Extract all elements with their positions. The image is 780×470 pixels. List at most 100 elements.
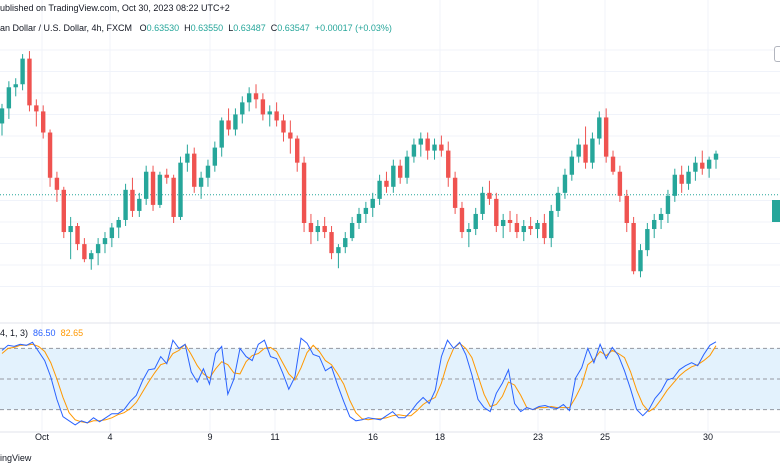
candle-body [439,144,444,151]
candle-body [68,226,73,233]
candle-body [583,144,588,163]
candle-body [116,219,121,228]
candle-body [377,180,382,199]
change-value: +0.00017 (+0.03%) [314,23,392,33]
candle-body [706,159,712,169]
candle-body [514,222,520,233]
candle-body [246,93,252,103]
candle-body [487,192,492,199]
high-value: 0.63550 [190,23,224,33]
candle-body [658,213,664,220]
candle-body [384,180,389,187]
stoch-k-value: 86.50 [33,328,56,338]
candle-body [61,189,66,233]
candle-body [157,174,163,205]
candle-body [713,153,719,160]
candle-body [693,162,698,172]
candle-body [370,198,375,208]
candle-body [47,132,53,178]
candle-body [391,165,396,187]
candle-body [6,87,12,109]
candle-body [281,120,286,133]
stoch-legend: 4, 1, 3) 86.50 82.65 [0,328,83,338]
candle-body [645,229,650,251]
candle-body [253,93,259,100]
candle-body [171,177,176,217]
candle-body [89,253,94,260]
candle-body [130,189,135,211]
candle-body [143,171,149,199]
candle-body [260,99,266,115]
candle-body [329,232,334,254]
candle-body [34,105,39,112]
x-tick-label: 4 [107,432,112,442]
candle-body [397,165,403,178]
candle-body [700,162,705,169]
candle-body [288,132,293,139]
candle-body [672,174,678,196]
candle-body [466,229,472,233]
x-tick-label: 11 [270,432,279,442]
last-price-tag [772,200,780,222]
candle-body [27,58,32,106]
candle-body [274,111,279,121]
candle-body [603,117,609,157]
candle-body [610,156,616,172]
candle-body [54,177,60,190]
candle-body [308,222,314,233]
candle-body [267,111,272,115]
candle-body [549,210,554,239]
candle-body [233,114,238,130]
candle-body [535,222,540,230]
x-tick-label: 25 [600,432,610,442]
candle-body [555,192,561,211]
candle-body [480,192,485,214]
candle-body [452,177,458,208]
candle-body [123,189,128,220]
candle-body [404,156,410,178]
candle-body [205,165,211,178]
candle-body [13,84,18,88]
candle-body [652,219,657,230]
candle-body [363,207,369,214]
candle-body [0,108,5,124]
candle-body [446,150,451,178]
x-tick-label: 30 [703,432,713,442]
candle-body [349,222,355,239]
candle-body [295,138,300,163]
candle-body [562,174,568,193]
candle-body [507,219,513,223]
low-label: L [228,23,234,33]
candle-body [343,238,348,248]
candle-body [95,244,101,254]
x-tick-label: Oct [35,432,50,442]
candle-body [137,198,142,211]
stoch-params: 4, 1, 3) [0,328,29,338]
candle-body [686,171,691,184]
candle-body [590,138,595,163]
candle-body [315,226,321,233]
scale-toggle-button[interactable] [774,46,780,62]
open-label: O [139,23,147,33]
candle-body [500,219,506,227]
candle-body [82,244,87,260]
candle-body [473,213,478,230]
candle-body [150,171,156,205]
candle-body [219,120,224,148]
low-value: 0.63487 [233,23,266,33]
candle-body [624,195,629,223]
candle-body [322,226,327,233]
x-tick-label: 18 [435,432,445,442]
candle-body [164,174,169,178]
symbol-title: an Dollar / U.S. Dollar, 4h, FXCM [0,23,133,33]
candle-body [597,117,602,139]
brand-footer: ingView [0,453,32,463]
candle-body [411,144,417,157]
x-tick-label: 16 [368,432,378,442]
candle-body [418,138,423,145]
stoch-d-line [1,342,717,424]
candle-body [459,207,465,233]
high-label: H [184,23,191,33]
stoch-band [0,348,780,410]
